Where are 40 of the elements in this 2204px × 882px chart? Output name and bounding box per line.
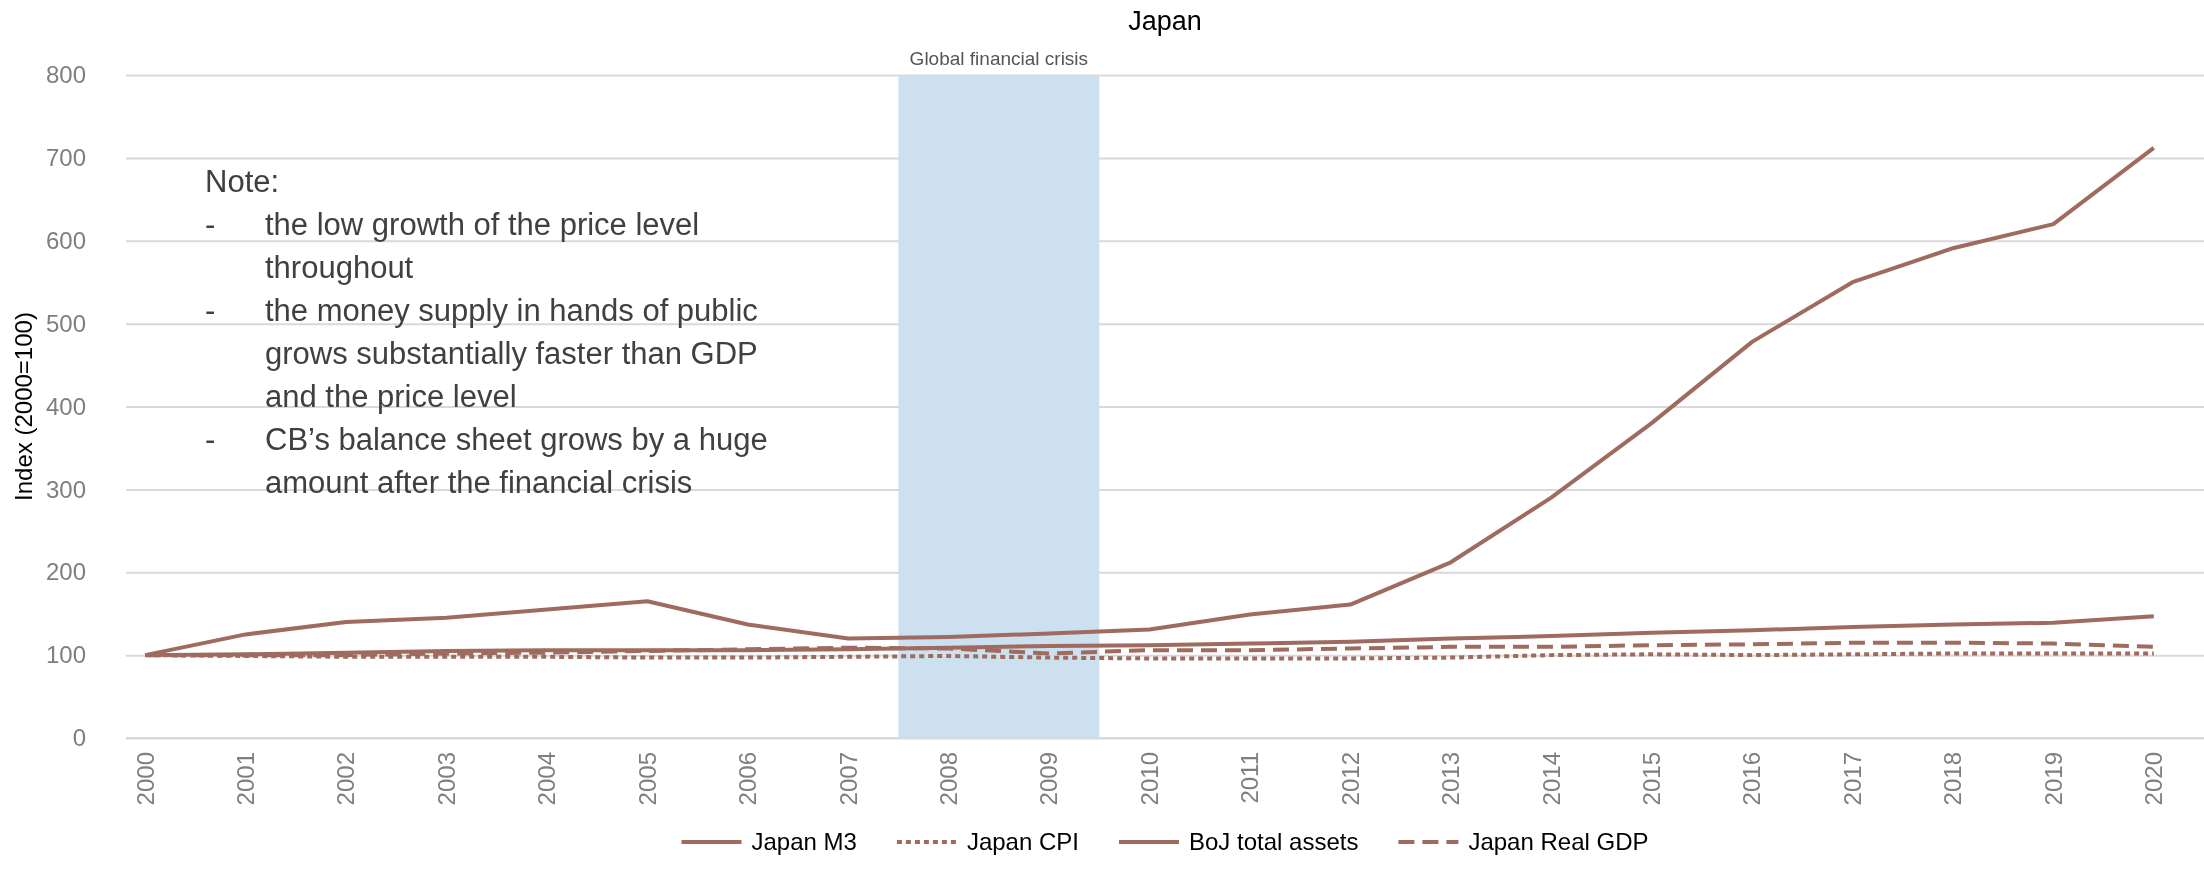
legend-label: Japan CPI <box>966 828 1079 856</box>
y-tick-label: 600 <box>45 226 86 254</box>
y-tick-label: 300 <box>45 475 86 503</box>
x-tick-label: 2000 <box>131 752 159 806</box>
x-tick-label: 2015 <box>1638 752 1666 806</box>
y-tick-label: 800 <box>45 61 86 89</box>
x-tick-label: 2010 <box>1135 752 1163 806</box>
y-tick-label: 500 <box>45 309 86 337</box>
y-tick-label: 100 <box>45 641 86 669</box>
chart-title: Japan <box>1128 6 1202 36</box>
y-tick-label: 700 <box>45 144 86 172</box>
x-tick-label: 2002 <box>332 752 360 806</box>
x-tick-label: 2004 <box>533 752 561 806</box>
x-tick-label: 2012 <box>1336 752 1364 806</box>
legend-label: Japan M3 <box>751 828 857 856</box>
x-tick-label: 2013 <box>1437 752 1465 806</box>
x-tick-label: 2005 <box>633 752 661 806</box>
x-tick-label: 2001 <box>232 752 260 806</box>
x-tick-label: 2014 <box>1537 752 1565 806</box>
text: - CB’s balance sheet grows by a huge amount after the financial crisis <box>205 422 768 500</box>
x-tick-label: 2007 <box>834 752 862 806</box>
band-label: Global financial crisis <box>909 48 1089 69</box>
x-tick-label: 2006 <box>734 752 762 806</box>
x-tick-label: 2011 <box>1236 752 1264 804</box>
y-tick-label: 0 <box>72 724 86 752</box>
annotation: Note: <box>205 164 280 199</box>
y-tick-label: 200 <box>45 558 86 586</box>
x-tick-label: 2020 <box>2140 752 2168 806</box>
x-tick-label: 2003 <box>432 752 460 806</box>
x-tick-label: 2017 <box>1838 752 1866 806</box>
x-tick-label: 2008 <box>935 752 963 806</box>
x-tick-label: 2009 <box>1035 752 1063 806</box>
y-tick-label: 400 <box>45 392 86 420</box>
y-axis-title: Index (2000=100) <box>10 312 37 501</box>
x-tick-label: 2016 <box>1738 752 1766 806</box>
legend-label: Japan Real GDP <box>1468 828 1649 856</box>
x-tick-label: 2018 <box>1939 752 1967 806</box>
x-tick-label: 2019 <box>2039 752 2067 806</box>
text: - the money supply in hands of public grows substantially faster than GDP and the price level <box>205 293 758 414</box>
legend-label: BoJ total assets <box>1188 828 1359 856</box>
